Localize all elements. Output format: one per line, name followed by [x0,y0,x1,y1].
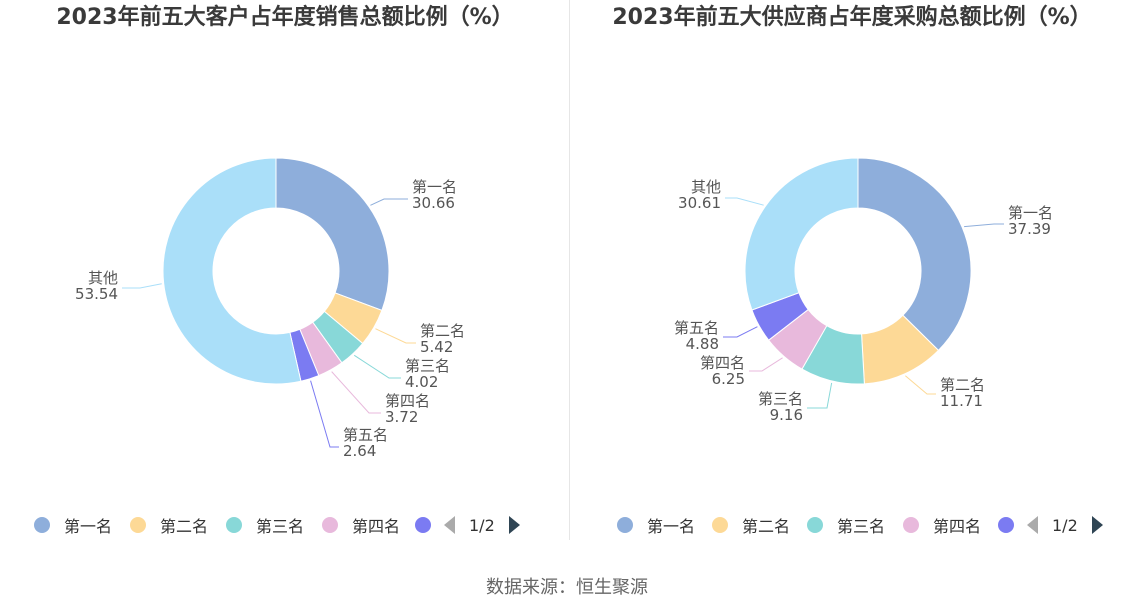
slice-leader-line [749,357,783,372]
slice-leader-line [723,326,758,338]
slice-label: 第四名 [700,354,745,372]
legend-marker [226,517,242,533]
customer-chart-title: 2023年前五大客户占年度销售总额比例（%） [56,5,514,30]
slice-leader-line [725,197,764,206]
donut-slice-1[interactable] [857,157,972,352]
donut-slice-6[interactable] [744,157,859,311]
legend-item-4[interactable]: 第四名 [322,512,400,538]
slice-value-label: 2.64 [343,442,376,460]
legend-next-arrow-icon[interactable] [508,516,520,534]
slice-label: 第五名 [343,426,388,444]
slice-value-label: 3.72 [385,408,418,426]
slice-label: 第一名 [1008,204,1053,222]
legend-item-3[interactable]: 第三名 [807,512,885,538]
panel-divider [569,0,570,540]
legend-item-2[interactable]: 第二名 [712,512,790,538]
legend-item-4[interactable]: 第四名 [903,512,981,538]
legend-item-2[interactable]: 第二名 [130,512,208,538]
slice-label: 其他 [88,269,118,287]
slice-value-label: 11.71 [940,392,983,410]
legend-marker [322,517,338,533]
slice-leader-line [122,283,162,289]
slice-leader-line [807,382,833,409]
slice-leader-line [331,371,381,414]
legend-marker [712,517,728,533]
legend-label: 第四名 [933,517,982,536]
slice-value-label: 4.02 [405,373,438,391]
legend-label: 第三名 [256,517,305,536]
slice-label: 其他 [691,178,721,196]
legend-marker [34,517,50,533]
legend-label: 第一名 [647,517,696,536]
slice-label: 第五名 [674,319,719,337]
slice-value-label: 5.42 [420,338,453,356]
supplier-chart-panel: 2023年前五大供应商占年度采购总额比例（%） 第一名 37.39 第二名 11.71… [567,0,1134,560]
legend-marker [617,517,633,533]
slice-leader-line [353,354,401,379]
legend-label: 第二名 [742,517,791,536]
slice-value-label: 37.39 [1008,220,1051,238]
legend-marker [130,517,146,533]
donut-slice-1[interactable] [275,157,390,311]
legend-pager: 1/2 [444,512,520,538]
legend-label: 第三名 [837,517,886,536]
legend-item-5-marker[interactable] [998,517,1014,533]
donut-slice-6[interactable] [162,157,302,385]
legend-label: 第二名 [160,517,209,536]
slice-leader-line [370,198,408,206]
slice-label: 第三名 [758,390,803,408]
legend-next-arrow-icon[interactable] [1091,516,1103,534]
slice-leader-line [375,328,416,344]
legend-item-1[interactable]: 第一名 [34,512,112,538]
slice-label: 第三名 [405,357,450,375]
slice-value-label: 30.61 [678,194,721,212]
legend-prev-arrow-icon[interactable] [1027,516,1038,534]
slice-value-label: 4.88 [686,335,719,353]
slice-leader-line [964,223,1004,228]
slice-label: 第一名 [412,178,457,196]
data-source-note: 数据来源：恒生聚源 [486,577,648,598]
slice-value-label: 30.66 [412,194,455,212]
slice-value-label: 6.25 [712,370,745,388]
legend-prev-arrow-icon[interactable] [444,516,455,534]
supplier-chart-title: 2023年前五大供应商占年度采购总额比例（%） [612,5,1092,30]
slice-value-label: 9.16 [770,406,803,424]
legend-pager: 1/2 [1027,512,1103,538]
slice-label: 第二名 [940,376,985,394]
legend-marker [807,517,823,533]
legend-item-3[interactable]: 第三名 [226,512,304,538]
customer-chart-panel: 2023年前五大客户占年度销售总额比例（%） 第一名 30.66 第二名 5.42 第三… [0,0,567,560]
supplier-chart-legend: 第一名 第二名 第三名 第四名 1/2 [567,512,1134,538]
legend-marker [903,517,919,533]
legend-label: 第四名 [352,517,401,536]
slice-value-label: 53.54 [75,285,118,303]
slice-label: 第二名 [420,322,465,340]
legend-item-5-marker[interactable] [415,517,431,533]
slice-leader-line [905,375,936,395]
legend-label: 第一名 [64,517,113,536]
slice-leader-line [310,380,339,448]
legend-page-indicator: 1/2 [1052,515,1078,535]
legend-page-indicator: 1/2 [469,515,495,535]
customer-chart-legend: 第一名 第二名 第三名 第四名 1/2 [0,512,567,538]
legend-item-1[interactable]: 第一名 [617,512,695,538]
slice-label: 第四名 [385,392,430,410]
